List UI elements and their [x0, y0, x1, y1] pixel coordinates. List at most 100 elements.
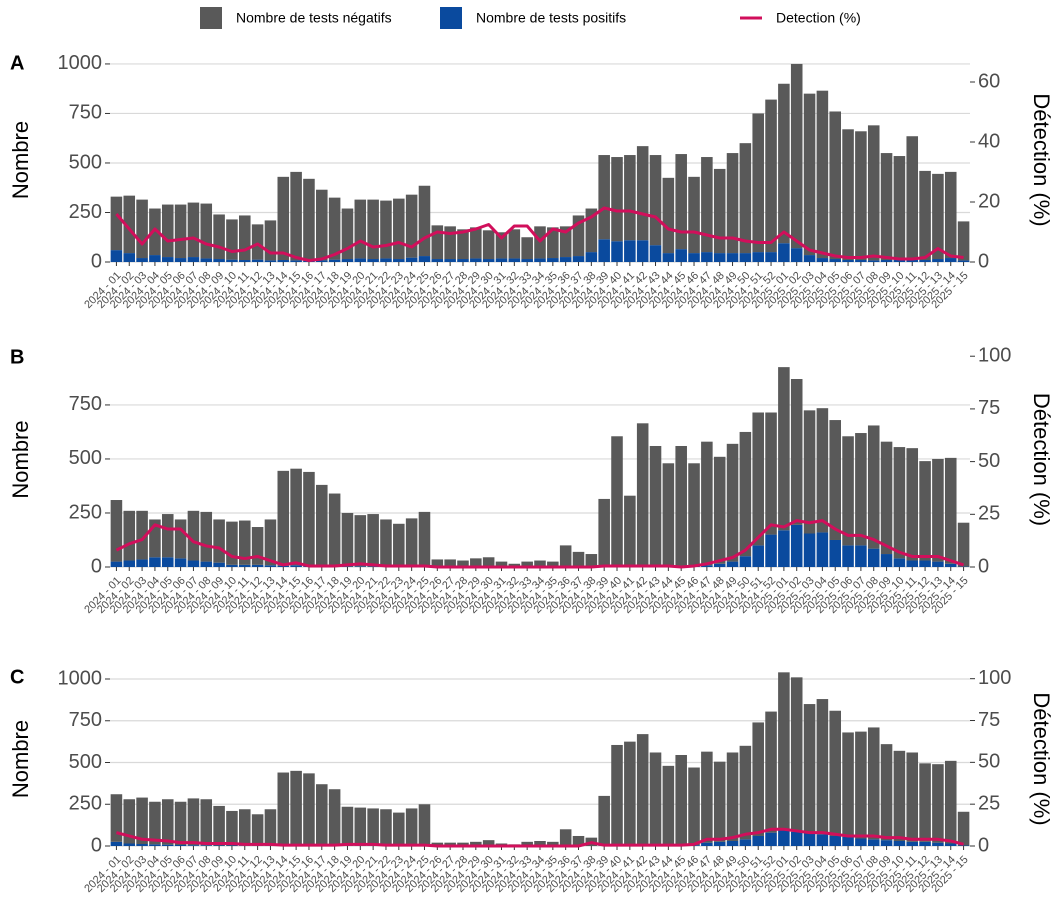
- bar: [226, 564, 238, 567]
- bar: [161, 799, 174, 845]
- bar: [136, 843, 148, 846]
- y-axis-title: Nombre: [8, 720, 33, 798]
- bar: [367, 259, 379, 262]
- bar: [688, 767, 700, 846]
- bar: [790, 379, 803, 525]
- bar: [932, 764, 944, 843]
- bar: [251, 224, 264, 260]
- bar: [701, 441, 713, 566]
- bar: [482, 557, 495, 567]
- bar: [303, 178, 315, 262]
- bar: [123, 843, 136, 846]
- bar: [867, 125, 880, 261]
- bar: [226, 845, 238, 846]
- bar: [713, 841, 726, 846]
- legend-swatch: [440, 7, 462, 29]
- bar: [149, 557, 161, 567]
- bar: [713, 168, 726, 254]
- bar: [200, 561, 213, 567]
- bar: [957, 845, 970, 846]
- bar: [855, 731, 867, 839]
- bar: [149, 844, 161, 846]
- bar: [123, 195, 136, 254]
- bar: [829, 710, 841, 836]
- bar: [765, 832, 777, 846]
- bar: [932, 842, 944, 846]
- bar: [739, 745, 752, 840]
- bar: [944, 457, 957, 564]
- bar: [174, 258, 187, 262]
- bar: [431, 842, 444, 846]
- bar: [624, 741, 636, 846]
- bar: [226, 521, 238, 565]
- bar: [816, 90, 829, 259]
- panel-title: B: [10, 346, 24, 368]
- bar: [405, 257, 418, 262]
- bar: [136, 559, 148, 567]
- bar: [431, 259, 444, 262]
- bar: [752, 252, 764, 262]
- bar: [726, 153, 739, 254]
- bar: [200, 203, 213, 259]
- bar: [893, 260, 906, 262]
- bar: [572, 835, 585, 846]
- bar: [277, 260, 290, 262]
- bar: [790, 677, 803, 832]
- bar: [174, 801, 187, 845]
- bar: [328, 789, 341, 846]
- bar: [226, 810, 238, 846]
- bar: [765, 99, 777, 253]
- bar: [110, 500, 123, 562]
- bar: [251, 527, 264, 565]
- bar: [572, 215, 585, 257]
- bar: [328, 493, 341, 567]
- bar: [790, 831, 803, 846]
- bar: [880, 260, 893, 262]
- bar: [226, 219, 238, 260]
- y-axis-title: Nombre: [8, 420, 33, 498]
- bar: [624, 240, 636, 262]
- bar: [598, 795, 610, 846]
- y2-tick-label: 0: [978, 834, 989, 856]
- y2-tick-label: 50: [978, 450, 1000, 472]
- legend-swatch: [200, 7, 222, 29]
- bar: [739, 143, 752, 254]
- bar: [919, 260, 931, 262]
- bar: [444, 559, 456, 567]
- bar: [264, 565, 277, 567]
- bar: [213, 214, 225, 260]
- y-tick-label: 0: [91, 834, 102, 856]
- bar: [713, 563, 726, 567]
- bar: [547, 841, 559, 846]
- y-tick-label: 1000: [58, 52, 103, 74]
- y2-tick-label: 0: [978, 555, 989, 577]
- bar: [161, 844, 174, 846]
- bar: [598, 155, 610, 240]
- bar: [803, 832, 816, 846]
- bar: [919, 841, 931, 846]
- bar: [932, 173, 944, 260]
- bar: [380, 200, 392, 259]
- bar: [636, 423, 649, 567]
- bar: [547, 561, 559, 567]
- bar: [893, 840, 906, 846]
- bar: [418, 185, 431, 257]
- panel-title: C: [10, 666, 24, 688]
- bar: [264, 519, 277, 566]
- bar: [855, 260, 867, 262]
- bar: [547, 227, 559, 259]
- bar: [277, 565, 290, 567]
- bar: [200, 845, 213, 846]
- bar: [547, 258, 559, 262]
- bar: [341, 208, 354, 260]
- bar: [829, 420, 841, 540]
- bar: [713, 253, 726, 262]
- bar: [367, 514, 379, 567]
- bar: [123, 253, 136, 262]
- bar: [598, 498, 610, 567]
- bar: [726, 752, 739, 841]
- y-tick-label: 750: [69, 709, 102, 731]
- bar: [803, 255, 816, 262]
- bar: [790, 524, 803, 567]
- bar: [855, 545, 867, 567]
